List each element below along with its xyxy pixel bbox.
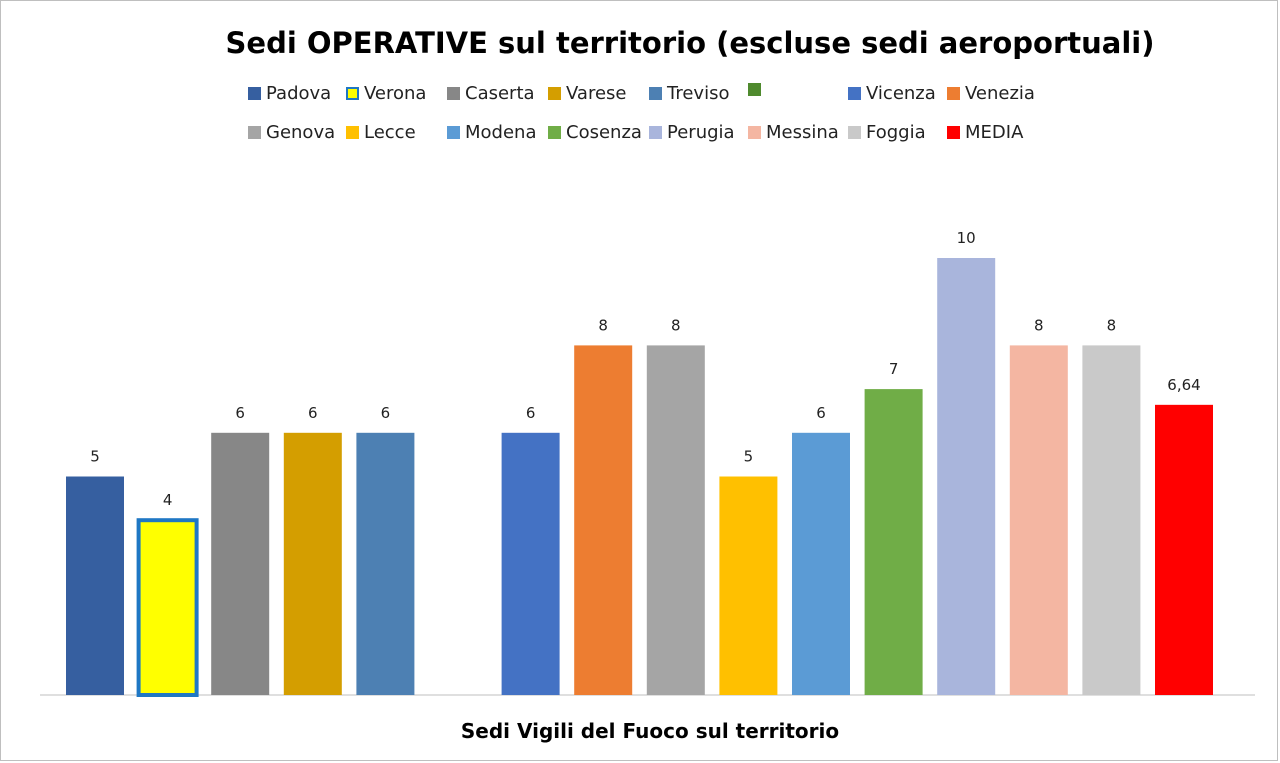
legend-item-genova: Genova xyxy=(248,122,335,143)
legend-item-venezia: Venezia xyxy=(947,83,1035,104)
legend-label: Treviso xyxy=(667,83,730,104)
bar-perugia xyxy=(937,258,996,695)
data-label-media: 6,64 xyxy=(1167,376,1200,394)
legend-label: Verona xyxy=(364,83,427,104)
legend-swatch xyxy=(947,87,960,100)
data-label-modena: 6 xyxy=(816,404,826,422)
legend-swatch xyxy=(848,87,861,100)
legend-swatch xyxy=(748,83,761,96)
bar-verona xyxy=(136,518,199,698)
legend-item-verona: Verona xyxy=(346,83,426,104)
legend-swatch xyxy=(748,126,761,139)
legend-label: Lecce xyxy=(364,122,416,143)
legend-swatch xyxy=(548,87,561,100)
legend-label: MEDIA xyxy=(965,122,1024,143)
bar-caserta xyxy=(211,432,270,695)
x-axis-label: Sedi Vigili del Fuoco sul territorio xyxy=(460,719,840,743)
legend-item-foggia: Foggia xyxy=(848,122,926,143)
legend-swatch xyxy=(848,126,861,139)
data-label-vicenza: 6 xyxy=(526,404,536,422)
legend-swatch xyxy=(947,126,960,139)
chart-legend: Padova Verona Caserta Varese Treviso Vicenza V… xyxy=(0,0,1280,160)
bar-lecce xyxy=(719,476,778,695)
legend-label: Vicenza xyxy=(866,83,936,104)
legend-swatch xyxy=(649,126,662,139)
legend-item-perugia: Perugia xyxy=(649,122,735,143)
bar-treviso xyxy=(356,432,415,695)
legend-swatch xyxy=(346,87,359,100)
chart-title: Sedi OPERATIVE sul territorio (escluse s… xyxy=(225,26,1155,60)
legend-item-vicenza: Vicenza xyxy=(848,83,936,104)
legend-swatch xyxy=(649,87,662,100)
legend-label: Padova xyxy=(266,83,332,104)
legend-swatch xyxy=(248,126,261,139)
legend-item-treviso: Treviso xyxy=(649,83,729,104)
bar-vicenza xyxy=(501,432,560,695)
data-label-perugia: 10 xyxy=(957,229,976,247)
data-label-lecce: 5 xyxy=(744,448,754,466)
bar-varese xyxy=(283,432,342,695)
data-label-cosenza: 7 xyxy=(889,360,899,378)
bar-genova xyxy=(646,345,705,695)
legend-swatch xyxy=(346,126,359,139)
data-label-messina: 8 xyxy=(1034,316,1044,334)
legend-label: Genova xyxy=(266,122,336,143)
legend-swatch xyxy=(248,87,261,100)
legend-label: Messina xyxy=(766,122,839,143)
bar-media xyxy=(1155,404,1213,695)
bar-modena xyxy=(792,432,850,695)
data-label-treviso: 6 xyxy=(381,404,391,422)
data-label-padova: 5 xyxy=(90,448,100,466)
bar-foggia xyxy=(1082,345,1141,695)
data-label-verona: 4 xyxy=(163,491,173,509)
data-label-caserta: 6 xyxy=(235,404,245,422)
legend-swatch xyxy=(548,126,561,139)
legend-label: Venezia xyxy=(965,83,1035,104)
legend-item-cosenza: Cosenza xyxy=(548,122,642,143)
legend-label: Caserta xyxy=(465,83,535,104)
legend-item-padova: Padova xyxy=(248,83,331,104)
legend-label: Varese xyxy=(566,83,627,104)
legend-item-messina: Messina xyxy=(748,122,839,143)
legend-item-lecce: Lecce xyxy=(346,122,416,143)
data-label-varese: 6 xyxy=(308,404,318,422)
legend-swatch xyxy=(447,126,460,139)
legend-label: Foggia xyxy=(866,122,926,143)
data-label-foggia: 8 xyxy=(1107,316,1117,334)
legend-item-unnamed-5 xyxy=(748,83,766,96)
legend-label: Modena xyxy=(465,122,537,143)
bar-venezia xyxy=(574,345,633,695)
legend-label: Cosenza xyxy=(566,122,642,143)
data-label-venezia: 8 xyxy=(598,316,608,334)
legend-item-varese: Varese xyxy=(548,83,626,104)
bar-cosenza xyxy=(864,389,923,695)
legend-swatch xyxy=(447,87,460,100)
legend-label: Perugia xyxy=(667,122,735,143)
legend-item-caserta: Caserta xyxy=(447,83,535,104)
bar-padova xyxy=(66,476,124,695)
data-label-genova: 8 xyxy=(671,316,681,334)
bar-messina xyxy=(1009,345,1068,695)
legend-item-media: MEDIA xyxy=(947,122,1023,143)
legend-item-modena: Modena xyxy=(447,122,536,143)
